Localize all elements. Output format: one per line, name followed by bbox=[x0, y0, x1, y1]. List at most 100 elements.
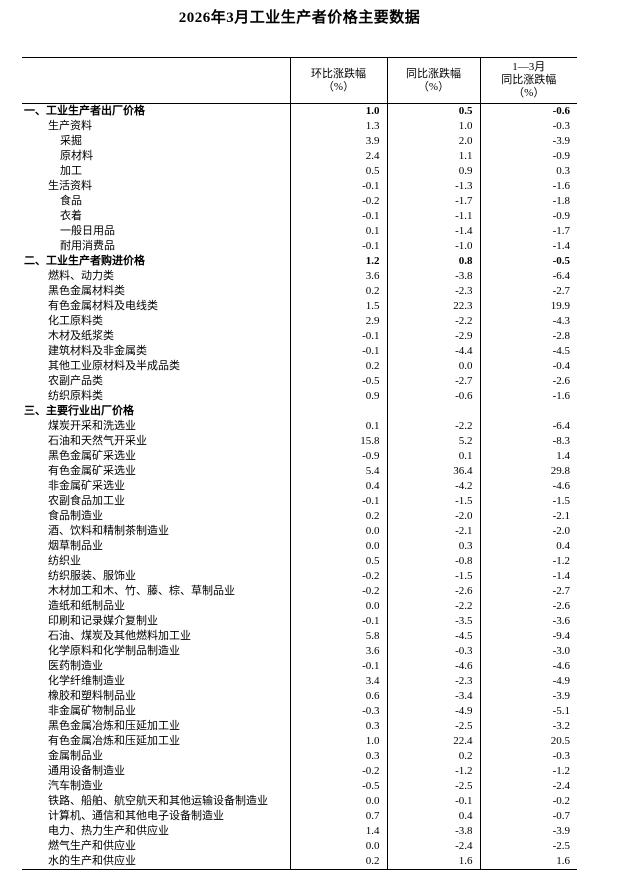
value-cell: 0.3 bbox=[386, 539, 480, 554]
table-row: 非金属矿物制品业 -0.3 -4.9 -5.1 bbox=[22, 704, 577, 719]
table-row: 酒、饮料和精制茶制造业 0.0 -2.1 -2.0 bbox=[22, 524, 577, 539]
value-cell: -4.9 bbox=[479, 674, 577, 689]
value-cell: 3.4 bbox=[289, 674, 387, 689]
value-cell: 0.3 bbox=[479, 164, 577, 179]
value-cell: -1.7 bbox=[479, 224, 577, 239]
row-label: 采掘 bbox=[60, 135, 82, 147]
value-cell: -3.8 bbox=[386, 824, 480, 839]
value-cell: -2.5 bbox=[479, 839, 577, 854]
row-label: 铁路、船舶、航空航天和其他运输设备制造业 bbox=[48, 795, 268, 807]
row-label: 食品制造业 bbox=[48, 510, 103, 522]
price-table: 环比涨跌幅 （%） 同比涨跌幅 （%） 1—3月 同比涨跌幅 （%） 一、工业生… bbox=[22, 57, 577, 870]
value-cell: -0.2 bbox=[289, 584, 387, 599]
value-cell: 2.4 bbox=[289, 149, 387, 164]
row-label: 非金属矿物制品业 bbox=[48, 705, 136, 717]
value-cell: 0.5 bbox=[289, 554, 387, 569]
value-cell: -3.9 bbox=[479, 134, 577, 149]
value-cell: 0.9 bbox=[386, 164, 480, 179]
value-cell: 1.4 bbox=[479, 449, 577, 464]
row-label: 水的生产和供应业 bbox=[48, 855, 136, 867]
header-label-col bbox=[22, 57, 290, 104]
value-cell: 2.0 bbox=[386, 134, 480, 149]
value-cell: 0.4 bbox=[479, 539, 577, 554]
value-cell: -2.3 bbox=[386, 284, 480, 299]
table-row: 石油和天然气开采业 15.8 5.2 -8.3 bbox=[22, 434, 577, 449]
value-cell: -2.1 bbox=[386, 524, 480, 539]
table-row: 燃料、动力类 3.6 -3.8 -6.4 bbox=[22, 269, 577, 284]
row-label: 建筑材料及非金属类 bbox=[48, 345, 147, 357]
value-cell: 0.0 bbox=[289, 794, 387, 809]
value-cell: -0.6 bbox=[386, 389, 480, 404]
value-cell: -1.6 bbox=[479, 389, 577, 404]
row-label: 汽车制造业 bbox=[48, 780, 103, 792]
table-row: 农副产品类 -0.5 -2.7 -2.6 bbox=[22, 374, 577, 389]
value-cell: 0.0 bbox=[289, 839, 387, 854]
value-cell: 3.9 bbox=[289, 134, 387, 149]
table-row: 纺织业 0.5 -0.8 -1.2 bbox=[22, 554, 577, 569]
value-cell: 0.1 bbox=[289, 419, 387, 434]
value-cell: -8.3 bbox=[479, 434, 577, 449]
row-label: 通用设备制造业 bbox=[48, 765, 125, 777]
row-label: 一、工业生产者出厂价格 bbox=[24, 105, 145, 117]
table-row: 化工原料类 2.9 -2.2 -4.3 bbox=[22, 314, 577, 329]
table-row: 有色金属冶炼和压延加工业 1.0 22.4 20.5 bbox=[22, 734, 577, 749]
row-label: 耐用消费品 bbox=[60, 240, 115, 252]
table-header-row: 环比涨跌幅 （%） 同比涨跌幅 （%） 1—3月 同比涨跌幅 （%） bbox=[22, 57, 577, 104]
row-label: 医药制造业 bbox=[48, 660, 103, 672]
value-cell: -4.2 bbox=[386, 479, 480, 494]
value-cell: 36.4 bbox=[386, 464, 480, 479]
value-cell: -0.2 bbox=[289, 764, 387, 779]
table-row: 一般日用品 0.1 -1.4 -1.7 bbox=[22, 224, 577, 239]
row-label: 纺织原料类 bbox=[48, 390, 103, 402]
row-label: 农副食品加工业 bbox=[48, 495, 125, 507]
value-cell: -0.9 bbox=[289, 449, 387, 464]
value-cell: -0.2 bbox=[289, 194, 387, 209]
table-row: 三、主要行业出厂价格 bbox=[22, 404, 577, 419]
value-cell: -2.4 bbox=[479, 779, 577, 794]
value-cell: -4.4 bbox=[386, 344, 480, 359]
table-row: 黑色金属矿采选业 -0.9 0.1 1.4 bbox=[22, 449, 577, 464]
value-cell: -3.6 bbox=[479, 614, 577, 629]
value-cell: -0.2 bbox=[479, 794, 577, 809]
value-cell: -2.0 bbox=[386, 509, 480, 524]
row-label: 纺织业 bbox=[48, 555, 81, 567]
value-cell: -2.3 bbox=[386, 674, 480, 689]
value-cell: 0.0 bbox=[289, 524, 387, 539]
value-cell: -2.5 bbox=[386, 719, 480, 734]
table-row: 建筑材料及非金属类 -0.1 -4.4 -4.5 bbox=[22, 344, 577, 359]
value-cell: -3.4 bbox=[386, 689, 480, 704]
value-cell: -2.2 bbox=[386, 419, 480, 434]
value-cell: 5.8 bbox=[289, 629, 387, 644]
value-cell: -3.2 bbox=[479, 719, 577, 734]
value-cell: -6.4 bbox=[479, 419, 577, 434]
value-cell: 22.3 bbox=[386, 299, 480, 314]
row-label: 衣着 bbox=[60, 210, 82, 222]
table-row: 水的生产和供应业 0.2 1.6 1.6 bbox=[22, 854, 577, 870]
value-cell: -0.1 bbox=[289, 659, 387, 674]
value-cell: 0.5 bbox=[289, 164, 387, 179]
value-cell: 0.0 bbox=[386, 359, 480, 374]
value-cell: 1.0 bbox=[386, 119, 480, 134]
table-row: 一、工业生产者出厂价格 1.0 0.5 -0.6 bbox=[22, 103, 577, 119]
row-label: 黑色金属冶炼和压延加工业 bbox=[48, 720, 180, 732]
value-cell: 0.2 bbox=[289, 284, 387, 299]
value-cell: -4.6 bbox=[386, 659, 480, 674]
value-cell: 1.3 bbox=[289, 119, 387, 134]
table-row: 采掘 3.9 2.0 -3.9 bbox=[22, 134, 577, 149]
value-cell: -0.3 bbox=[386, 644, 480, 659]
value-cell: -1.2 bbox=[479, 554, 577, 569]
table-row: 金属制品业 0.3 0.2 -0.3 bbox=[22, 749, 577, 764]
row-label: 印刷和记录媒介复制业 bbox=[48, 615, 158, 627]
value-cell bbox=[479, 404, 577, 419]
value-cell: -4.5 bbox=[386, 629, 480, 644]
row-label: 橡胶和塑料制品业 bbox=[48, 690, 136, 702]
value-cell: -0.5 bbox=[289, 779, 387, 794]
value-cell: -4.6 bbox=[479, 479, 577, 494]
row-label: 农副产品类 bbox=[48, 375, 103, 387]
value-cell: 0.8 bbox=[386, 254, 480, 269]
table-row: 衣着 -0.1 -1.1 -0.9 bbox=[22, 209, 577, 224]
table-row: 橡胶和塑料制品业 0.6 -3.4 -3.9 bbox=[22, 689, 577, 704]
value-cell: 0.7 bbox=[289, 809, 387, 824]
value-cell: -2.6 bbox=[479, 599, 577, 614]
table-row: 生产资料 1.3 1.0 -0.3 bbox=[22, 119, 577, 134]
